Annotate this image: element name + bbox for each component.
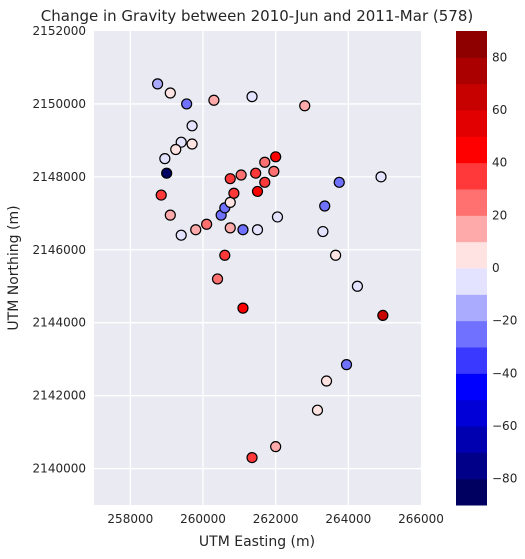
data-point bbox=[246, 452, 258, 464]
x-tick-label: 262000 bbox=[253, 512, 299, 526]
data-point bbox=[219, 249, 231, 261]
data-point bbox=[228, 187, 240, 199]
colorbar-tick-label: 60 bbox=[492, 103, 507, 117]
data-point bbox=[190, 224, 202, 236]
chart-title: Change in Gravity between 2010-Jun and 2… bbox=[41, 7, 473, 25]
x-tick-label: 266000 bbox=[398, 512, 444, 526]
data-point bbox=[175, 136, 187, 148]
y-tick-label: 2152000 bbox=[33, 24, 86, 38]
data-point bbox=[320, 375, 333, 387]
y-tick-label: 2146000 bbox=[33, 243, 86, 257]
data-point bbox=[224, 222, 236, 234]
data-point bbox=[164, 87, 176, 99]
colorbar-tick-label: 40 bbox=[492, 156, 507, 170]
data-point bbox=[211, 273, 224, 285]
colorbar-tick-label: −40 bbox=[492, 366, 517, 380]
data-point bbox=[237, 224, 249, 236]
colorbar-segment bbox=[456, 294, 487, 322]
y-tick-labels: 2140000 2142000 2144000 2146000 2148000 21500… bbox=[33, 24, 86, 476]
data-point bbox=[330, 249, 342, 261]
x-axis-label: UTM Easting (m) bbox=[199, 534, 315, 550]
colorbar-segment bbox=[456, 426, 487, 453]
data-point bbox=[181, 98, 193, 110]
data-point bbox=[186, 120, 198, 132]
data-point bbox=[259, 156, 271, 168]
data-point bbox=[208, 94, 220, 106]
data-point bbox=[333, 176, 345, 188]
colorbar-segment bbox=[456, 241, 487, 269]
data-point bbox=[270, 441, 282, 453]
data-point bbox=[311, 404, 324, 416]
colorbar-segment bbox=[456, 399, 487, 427]
data-point bbox=[340, 359, 353, 371]
x-tick-labels: 258000 260000 262000 264000 266000 bbox=[107, 512, 443, 526]
data-point bbox=[246, 91, 258, 103]
colorbar bbox=[456, 31, 487, 506]
data-point bbox=[319, 200, 331, 212]
data-point bbox=[351, 280, 364, 292]
data-point bbox=[164, 209, 176, 221]
colorbar-segment bbox=[456, 136, 487, 164]
colorbar-tick-label: 80 bbox=[492, 50, 507, 64]
colorbar-tick-label: 0 bbox=[492, 261, 500, 275]
x-tick-label: 264000 bbox=[325, 512, 371, 526]
data-point bbox=[375, 171, 387, 183]
plot-background bbox=[94, 31, 421, 505]
data-point bbox=[299, 100, 311, 112]
y-tick-label: 2148000 bbox=[33, 170, 86, 184]
data-point bbox=[224, 173, 236, 185]
data-point bbox=[201, 218, 213, 230]
data-point bbox=[237, 302, 249, 314]
data-point bbox=[235, 169, 247, 181]
data-point bbox=[377, 309, 389, 321]
colorbar-segment bbox=[456, 57, 487, 85]
colorbar-segment bbox=[456, 189, 487, 216]
data-point bbox=[170, 143, 182, 156]
data-point bbox=[155, 189, 167, 201]
colorbar-segment bbox=[456, 373, 487, 401]
data-point bbox=[271, 211, 284, 223]
y-tick-label: 2150000 bbox=[33, 97, 86, 111]
colorbar-segment bbox=[456, 478, 487, 506]
data-point bbox=[251, 185, 264, 198]
data-point bbox=[251, 224, 264, 236]
colorbar-segment bbox=[456, 452, 487, 480]
y-axis-label: UTM Northing (m) bbox=[6, 205, 22, 330]
colorbar-segment bbox=[456, 110, 487, 137]
data-point bbox=[317, 225, 329, 238]
data-point bbox=[175, 229, 187, 241]
data-point bbox=[270, 151, 282, 163]
colorbar-tick-label: 20 bbox=[492, 208, 507, 222]
data-point bbox=[259, 176, 271, 188]
colorbar-segment bbox=[456, 215, 487, 243]
y-tick-label: 2142000 bbox=[33, 389, 86, 403]
x-tick-label: 260000 bbox=[180, 512, 226, 526]
colorbar-segment bbox=[456, 347, 487, 374]
scatter-points bbox=[151, 78, 389, 464]
data-point bbox=[224, 196, 236, 208]
colorbar-segment bbox=[456, 162, 487, 190]
colorbar-segment bbox=[456, 31, 487, 58]
colorbar-tick-label: −60 bbox=[492, 419, 517, 433]
data-point bbox=[250, 167, 262, 179]
colorbar-tick-label: −80 bbox=[492, 472, 517, 486]
y-tick-label: 2140000 bbox=[33, 462, 86, 476]
colorbar-segment bbox=[456, 83, 487, 111]
colorbar-segment bbox=[456, 268, 487, 295]
colorbar-tick-label: −20 bbox=[492, 314, 517, 328]
colorbar-tick-labels: −80 −60 −40 −20 0 20 40 60 80 bbox=[492, 50, 517, 485]
x-tick-label: 258000 bbox=[107, 512, 153, 526]
data-point bbox=[186, 138, 198, 150]
colorbar-segment bbox=[456, 320, 487, 348]
data-point bbox=[161, 167, 173, 179]
data-point bbox=[159, 153, 171, 165]
data-point bbox=[151, 78, 164, 90]
data-point bbox=[268, 165, 280, 177]
y-tick-label: 2144000 bbox=[33, 316, 86, 330]
